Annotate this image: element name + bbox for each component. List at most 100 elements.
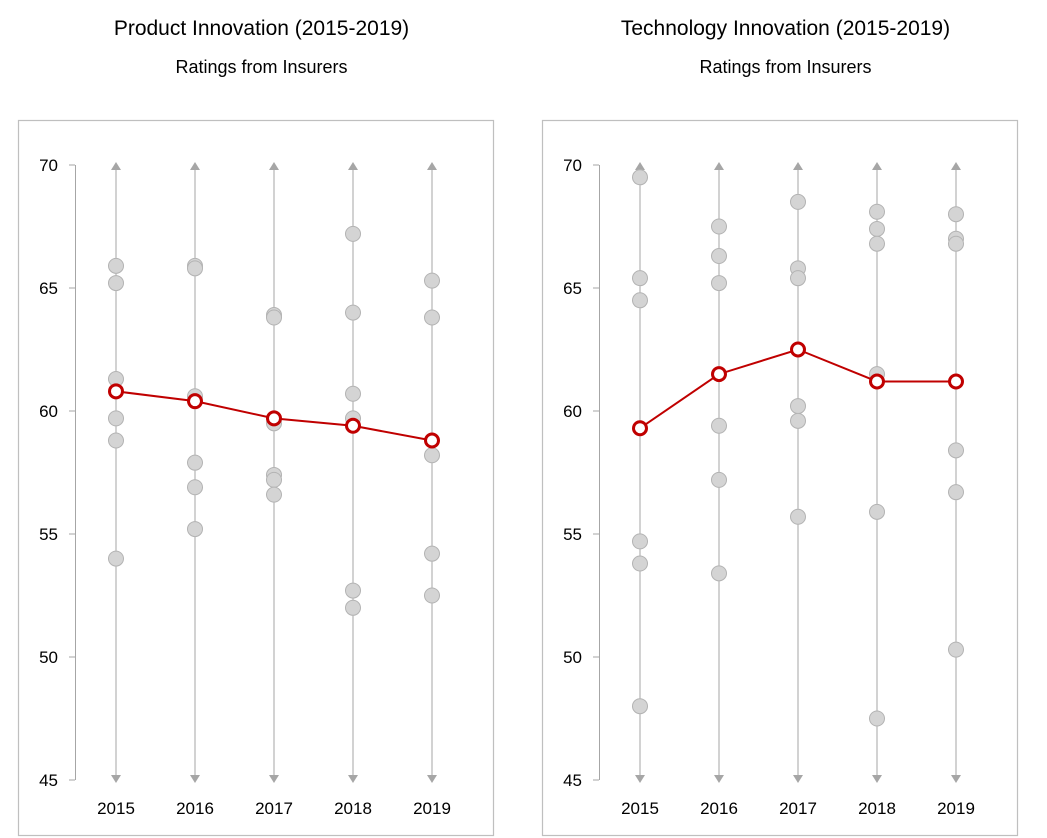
insurer-rating-point: [187, 454, 203, 471]
insurer-rating-point: [869, 203, 885, 220]
insurer-rating-point: [345, 304, 361, 321]
insurer-rating-point: [345, 599, 361, 616]
range-arrow-down-icon: [714, 775, 724, 783]
insurer-rating-point: [187, 521, 203, 538]
y-tick-label: 65: [39, 279, 58, 298]
range-arrow-down-icon: [111, 775, 121, 783]
range-arrow-down-icon: [951, 775, 961, 783]
insurer-rating-point: [108, 275, 124, 292]
chart-subtitle: Ratings from Insurers: [699, 57, 872, 77]
average-point: [790, 341, 806, 358]
insurer-rating-point: [266, 471, 282, 488]
insurer-rating-point: [711, 417, 727, 434]
insurer-rating-point: [108, 410, 124, 427]
insurer-rating-point: [345, 582, 361, 599]
y-tick-label: 45: [563, 771, 582, 790]
x-tick-label: 2015: [621, 799, 659, 818]
plot-frame: [17, 119, 495, 837]
insurer-rating-point: [108, 432, 124, 449]
insurer-rating-point: [424, 545, 440, 562]
insurer-rating-point: [869, 710, 885, 727]
range-arrow-up-icon: [269, 162, 279, 170]
x-tick-label: 2017: [255, 799, 293, 818]
insurer-rating-point: [632, 270, 648, 287]
y-tick-label: 55: [563, 525, 582, 544]
chart-panel-product-innovation: Product Innovation (2015-2019) Ratings f…: [0, 0, 523, 838]
y-tick-label: 60: [563, 402, 582, 421]
insurer-rating-point: [266, 309, 282, 326]
insurer-rating-point: [948, 206, 964, 223]
y-tick-label: 70: [563, 156, 582, 175]
insurer-rating-point: [424, 272, 440, 289]
range-arrow-up-icon: [111, 162, 121, 170]
insurer-rating-point: [711, 218, 727, 235]
chart-plot-technology-innovation: 45 50 55 60 65 70 2015 2016 2017 2018 2019: [541, 119, 1019, 837]
insurer-rating-point: [632, 169, 648, 186]
insurer-rating-point: [948, 641, 964, 658]
y-tick-label: 70: [39, 156, 58, 175]
x-tick-label: 2016: [176, 799, 214, 818]
range-arrow-up-icon: [635, 162, 645, 170]
range-arrow-down-icon: [427, 775, 437, 783]
average-point: [424, 432, 440, 449]
insurer-rating-point: [424, 587, 440, 604]
insurer-rating-point: [424, 447, 440, 464]
average-point: [108, 383, 124, 400]
insurer-rating-point: [790, 398, 806, 415]
average-point: [345, 417, 361, 434]
x-tick-label: 2018: [858, 799, 896, 818]
range-arrow-up-icon: [427, 162, 437, 170]
chart-title: Product Innovation (2015-2019): [113, 17, 410, 40]
y-tick-label: 50: [39, 648, 58, 667]
x-tick-label: 2015: [97, 799, 135, 818]
insurer-rating-point: [632, 533, 648, 550]
range-arrow-up-icon: [714, 162, 724, 170]
x-tick-label: 2019: [937, 799, 975, 818]
chart-plot-product-innovation: 45 50 55 60 65 70 2015 2016 2017 2018 2019: [17, 119, 495, 837]
insurer-rating-point: [108, 550, 124, 567]
average-point: [711, 366, 727, 383]
insurer-rating-point: [948, 235, 964, 252]
x-tick-label: 2017: [779, 799, 817, 818]
range-arrow-down-icon: [348, 775, 358, 783]
insurer-rating-point: [632, 292, 648, 309]
insurer-rating-point: [948, 442, 964, 459]
insurer-rating-point: [790, 193, 806, 210]
chart-title: Technology Innovation (2015-2019): [620, 17, 951, 40]
x-tick-label: 2019: [413, 799, 451, 818]
insurer-rating-point: [345, 385, 361, 402]
average-point: [632, 420, 648, 437]
insurer-rating-point: [790, 270, 806, 287]
insurer-rating-point: [711, 248, 727, 265]
y-tick-label: 45: [39, 771, 58, 790]
chart-subtitle: Ratings from Insurers: [175, 57, 348, 77]
range-arrow-down-icon: [793, 775, 803, 783]
insurer-rating-point: [187, 260, 203, 277]
insurer-rating-point: [948, 484, 964, 501]
insurer-rating-point: [711, 275, 727, 292]
y-tick-label: 65: [563, 279, 582, 298]
average-point: [948, 373, 964, 390]
insurer-rating-point: [869, 220, 885, 237]
x-tick-label: 2018: [334, 799, 372, 818]
chart-panel-technology-innovation: Technology Innovation (2015-2019) Rating…: [524, 0, 1047, 838]
insurer-rating-point: [869, 235, 885, 252]
average-point: [187, 393, 203, 410]
range-arrow-down-icon: [190, 775, 200, 783]
insurer-rating-point: [711, 565, 727, 582]
range-arrow-down-icon: [635, 775, 645, 783]
x-tick-label: 2016: [700, 799, 738, 818]
insurer-rating-point: [345, 225, 361, 242]
range-arrow-up-icon: [793, 162, 803, 170]
insurer-rating-point: [869, 503, 885, 520]
insurer-rating-point: [711, 471, 727, 488]
range-arrow-up-icon: [190, 162, 200, 170]
insurer-rating-point: [187, 479, 203, 496]
y-tick-label: 60: [39, 402, 58, 421]
y-tick-label: 50: [563, 648, 582, 667]
insurer-rating-point: [424, 309, 440, 326]
range-arrow-down-icon: [269, 775, 279, 783]
insurer-rating-point: [790, 508, 806, 525]
range-arrow-up-icon: [951, 162, 961, 170]
insurer-rating-point: [632, 555, 648, 572]
